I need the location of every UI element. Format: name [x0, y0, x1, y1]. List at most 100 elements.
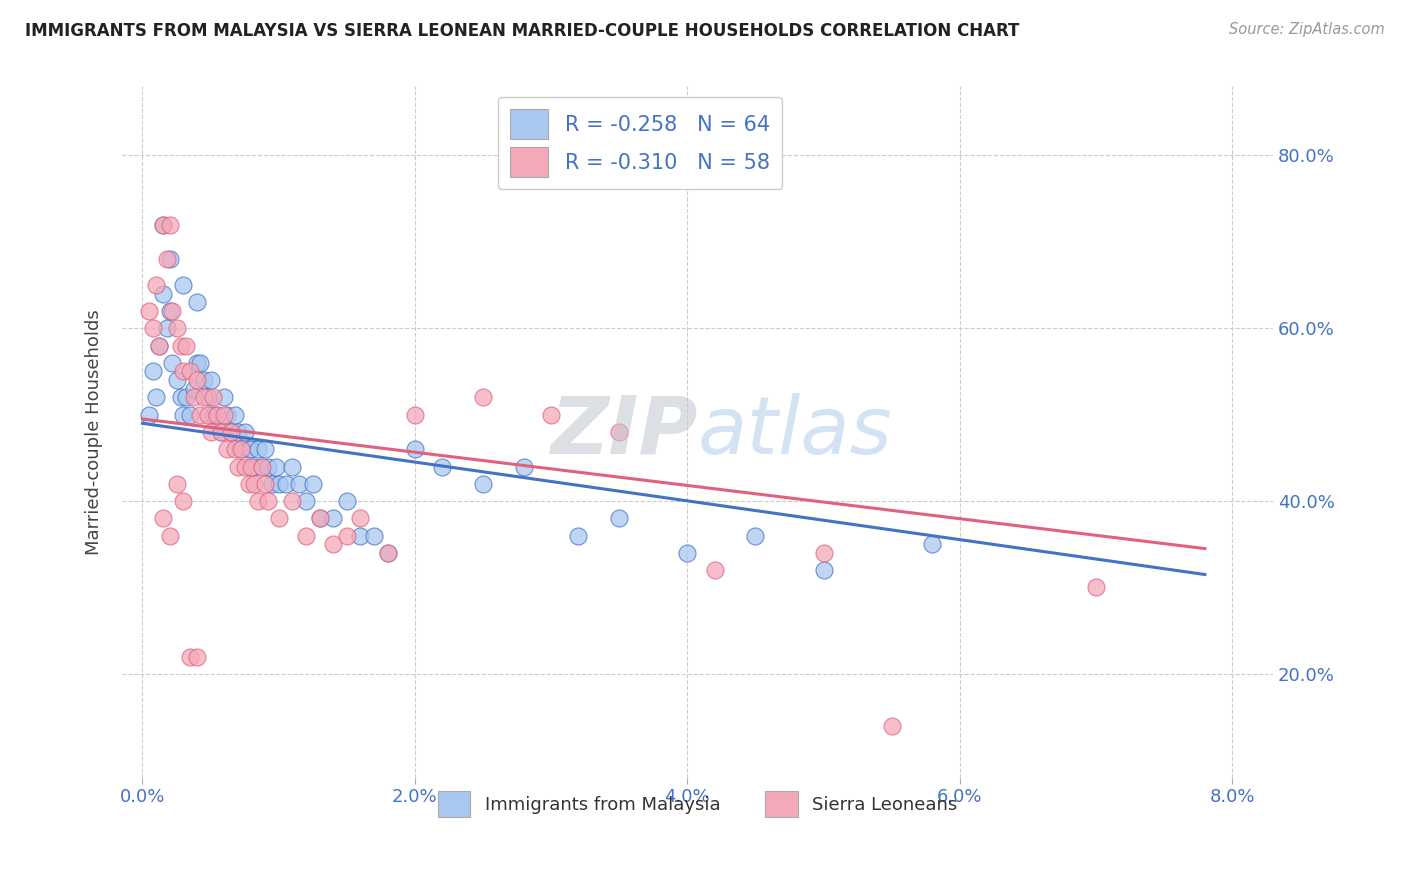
Point — [193, 391, 215, 405]
Point — [363, 528, 385, 542]
Point — [256, 459, 278, 474]
Point — [186, 373, 208, 387]
Point — [607, 511, 630, 525]
Point — [295, 528, 318, 542]
Point — [186, 356, 208, 370]
Point — [238, 476, 260, 491]
Point — [274, 476, 297, 491]
Point — [193, 373, 215, 387]
Point — [240, 459, 263, 474]
Point — [188, 356, 211, 370]
Point — [186, 295, 208, 310]
Point — [212, 391, 235, 405]
Point — [295, 494, 318, 508]
Point — [254, 476, 277, 491]
Point — [377, 546, 399, 560]
Point — [152, 218, 174, 232]
Point — [256, 494, 278, 508]
Point — [183, 391, 205, 405]
Point — [183, 382, 205, 396]
Point — [152, 286, 174, 301]
Point — [703, 563, 725, 577]
Point — [226, 459, 249, 474]
Point — [243, 459, 266, 474]
Point — [179, 408, 201, 422]
Point — [152, 218, 174, 232]
Point — [247, 442, 270, 457]
Point — [207, 408, 229, 422]
Point — [202, 391, 225, 405]
Point — [238, 442, 260, 457]
Point — [174, 338, 197, 352]
Point — [159, 304, 181, 318]
Point — [148, 338, 170, 352]
Point — [148, 338, 170, 352]
Point — [336, 494, 359, 508]
Point — [152, 511, 174, 525]
Point — [404, 408, 426, 422]
Legend: Immigrants from Malaysia, Sierra Leoneans: Immigrants from Malaysia, Sierra Leonean… — [430, 784, 965, 824]
Point — [513, 459, 536, 474]
Text: ZIP: ZIP — [550, 393, 697, 471]
Point — [567, 528, 589, 542]
Point — [301, 476, 323, 491]
Point — [172, 278, 194, 293]
Point — [138, 304, 160, 318]
Point — [349, 528, 371, 542]
Point — [200, 373, 222, 387]
Point — [188, 408, 211, 422]
Point — [264, 459, 287, 474]
Point — [211, 425, 233, 439]
Y-axis label: Married-couple Households: Married-couple Households — [86, 310, 103, 555]
Point — [676, 546, 699, 560]
Point — [197, 408, 219, 422]
Point — [211, 425, 233, 439]
Point — [243, 476, 266, 491]
Point — [607, 425, 630, 439]
Point — [186, 649, 208, 664]
Point — [1084, 581, 1107, 595]
Point — [169, 391, 191, 405]
Point — [281, 459, 304, 474]
Point — [169, 338, 191, 352]
Point — [240, 442, 263, 457]
Point — [162, 304, 184, 318]
Text: atlas: atlas — [697, 393, 893, 471]
Point — [215, 442, 238, 457]
Point — [159, 252, 181, 267]
Point — [921, 537, 943, 551]
Point — [159, 218, 181, 232]
Point — [247, 494, 270, 508]
Point — [229, 442, 252, 457]
Point — [200, 425, 222, 439]
Point — [142, 364, 165, 378]
Point — [404, 442, 426, 457]
Point — [212, 408, 235, 422]
Point — [281, 494, 304, 508]
Point — [179, 364, 201, 378]
Point — [197, 391, 219, 405]
Point — [813, 546, 835, 560]
Point — [166, 476, 188, 491]
Point — [233, 459, 256, 474]
Point — [224, 408, 246, 422]
Point — [260, 476, 283, 491]
Point — [229, 442, 252, 457]
Text: IMMIGRANTS FROM MALAYSIA VS SIERRA LEONEAN MARRIED-COUPLE HOUSEHOLDS CORRELATION: IMMIGRANTS FROM MALAYSIA VS SIERRA LEONE… — [25, 22, 1019, 40]
Point — [267, 476, 290, 491]
Point — [336, 528, 359, 542]
Point — [179, 649, 201, 664]
Point — [472, 476, 495, 491]
Point — [156, 321, 179, 335]
Point — [322, 511, 344, 525]
Point — [308, 511, 330, 525]
Point — [174, 391, 197, 405]
Point — [322, 537, 344, 551]
Point — [430, 459, 453, 474]
Point — [156, 252, 179, 267]
Point — [540, 408, 562, 422]
Point — [254, 442, 277, 457]
Point — [880, 719, 903, 733]
Point — [267, 511, 290, 525]
Point — [172, 408, 194, 422]
